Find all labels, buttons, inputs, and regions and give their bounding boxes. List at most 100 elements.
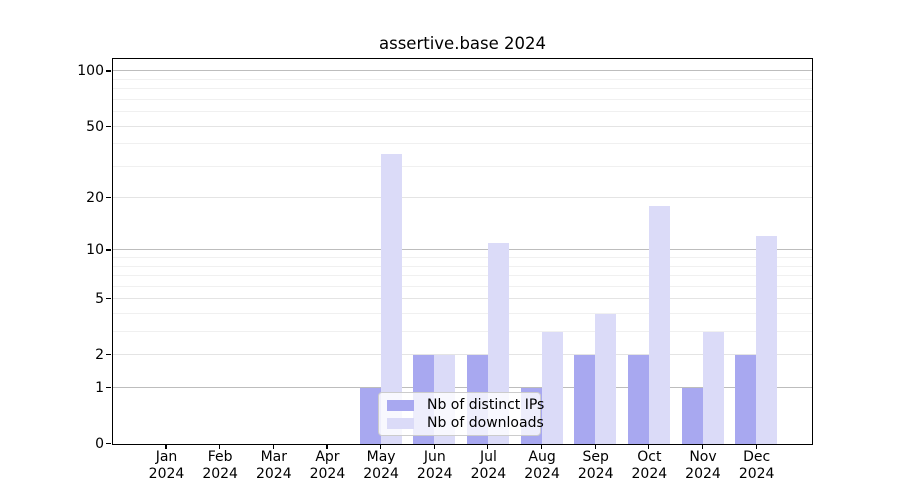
x-tick-month: Sep (582, 449, 609, 465)
x-tick-dec (755, 445, 757, 449)
bar-downloads-dec (756, 236, 778, 444)
x-tick-year: 2024 (738, 466, 775, 482)
x-tick-year: 2024 (631, 466, 668, 482)
legend-patch-downloads (387, 417, 414, 429)
y-axis-labels: 0 1 2 5 10 20 50 100 (0, 59, 104, 452)
y-tick-label-0: 0 (95, 436, 104, 452)
legend-label-distinct-ips: Nb of distinct IPs (427, 397, 545, 413)
y-tick-label-2: 2 (95, 347, 104, 364)
x-tick-apr (326, 445, 328, 449)
bar-distinct-ips-nov (681, 387, 703, 444)
x-tick-label-nov: Nov 2024 (671, 449, 735, 483)
y-tick-2 (106, 354, 111, 356)
y-tick-label-10: 10 (86, 242, 104, 259)
x-tick-month: Jun (423, 449, 446, 465)
x-tick-mar (272, 445, 274, 449)
bar-distinct-ips-dec (735, 354, 757, 444)
y-minor-gridline-7 (112, 275, 812, 277)
y-tick-0 (106, 442, 111, 445)
legend-label-downloads: Nb of downloads (427, 415, 544, 431)
x-tick-nov (701, 445, 704, 449)
bar-downloads-oct (648, 205, 670, 444)
bar-downloads-sep (595, 313, 617, 444)
y-minor-gridline-60 (112, 111, 812, 113)
x-tick-jan (165, 445, 167, 449)
legend-patch-distinct-ips (387, 399, 414, 411)
y-tick-20 (106, 197, 111, 199)
x-tick-label-may: May 2024 (349, 449, 413, 483)
x-tick-label-oct: Oct 2024 (617, 449, 681, 483)
x-tick-jul (487, 445, 489, 449)
x-tick-month: Feb (207, 449, 233, 465)
y-minor-gridline-6 (112, 285, 812, 287)
x-tick-year: 2024 (148, 466, 185, 482)
y-minor-gridline-90 (112, 78, 812, 80)
y-minor-gridline-3 (112, 331, 812, 333)
y-tick-5 (106, 298, 111, 300)
x-tick-label-dec: Dec 2024 (725, 449, 789, 483)
y-gridline-50 (112, 125, 812, 127)
y-minor-gridline-30 (112, 165, 812, 167)
x-tick-label-jul: Jul 2024 (456, 449, 520, 483)
x-tick-month: Oct (637, 449, 662, 465)
x-tick-year: 2024 (470, 466, 507, 482)
y-gridline-5 (112, 298, 812, 300)
x-tick-aug (540, 445, 543, 449)
x-tick-year: 2024 (416, 466, 453, 482)
x-tick-year: 2024 (202, 466, 238, 482)
x-tick-month: Apr (315, 449, 340, 465)
bar-distinct-ips-may (359, 387, 381, 444)
plot-area (106, 57, 813, 449)
x-tick-month: Jul (479, 449, 497, 465)
x-tick-month: Nov (689, 449, 717, 465)
y-minor-gridline-80 (112, 88, 812, 90)
x-tick-label-jan: Jan 2024 (135, 449, 199, 483)
x-tick-oct (648, 445, 650, 449)
x-tick-month: May (366, 449, 396, 465)
bar-distinct-ips-oct (627, 354, 649, 444)
y-tick-10 (106, 249, 111, 251)
bar-distinct-ips-sep (574, 354, 596, 444)
bar-downloads-aug (541, 331, 563, 444)
x-tick-label-aug: Aug 2024 (510, 449, 574, 483)
x-tick-month: Dec (743, 449, 771, 465)
y-gridline-100 (112, 70, 812, 72)
x-tick-year: 2024 (524, 466, 560, 482)
y-tick-1 (106, 386, 111, 389)
bar-downloads-may (380, 154, 402, 444)
x-tick-month: Aug (528, 449, 556, 465)
x-tick-year: 2024 (685, 466, 721, 482)
y-gridline-1 (112, 387, 812, 389)
x-tick-year: 2024 (309, 466, 346, 482)
x-tick-label-feb: Feb 2024 (188, 449, 252, 483)
x-tick-label-jun: Jun 2024 (403, 449, 467, 483)
y-tick-label-50: 50 (86, 118, 104, 135)
y-gridline-2 (112, 354, 812, 356)
y-minor-gridline-40 (112, 143, 812, 145)
chart-title: assertive.base 2024 (378, 34, 547, 53)
x-tick-year: 2024 (363, 466, 399, 482)
y-gridline-10 (112, 249, 812, 251)
x-tick-may (380, 445, 382, 449)
x-tick-sep (594, 445, 596, 449)
x-tick-jun (433, 445, 435, 449)
y-tick-label-20: 20 (86, 190, 104, 207)
y-tick-label-100: 100 (77, 63, 104, 80)
x-tick-label-sep: Sep 2024 (564, 449, 628, 483)
y-gridline-20 (112, 197, 812, 199)
y-minor-gridline-8 (112, 265, 812, 267)
bar-downloads-nov (702, 331, 724, 444)
y-tick-100 (106, 70, 111, 72)
x-tick-year: 2024 (577, 466, 614, 482)
x-tick-label-apr: Apr 2024 (295, 449, 359, 483)
y-minor-gridline-9 (112, 257, 812, 259)
x-tick-feb (219, 445, 221, 449)
x-tick-label-mar: Mar 2024 (242, 449, 306, 483)
x-tick-month: Mar (260, 449, 287, 465)
y-tick-50 (106, 125, 111, 127)
x-axis-labels: Jan 2024 Feb 2024 Mar 2024 Apr 2024 May 2024 Jun 20… (113, 449, 812, 489)
y-tick-label-5: 5 (95, 291, 104, 308)
x-tick-year: 2024 (255, 466, 292, 482)
legend: Nb of distinct IPs Nb of downloads (378, 392, 545, 436)
